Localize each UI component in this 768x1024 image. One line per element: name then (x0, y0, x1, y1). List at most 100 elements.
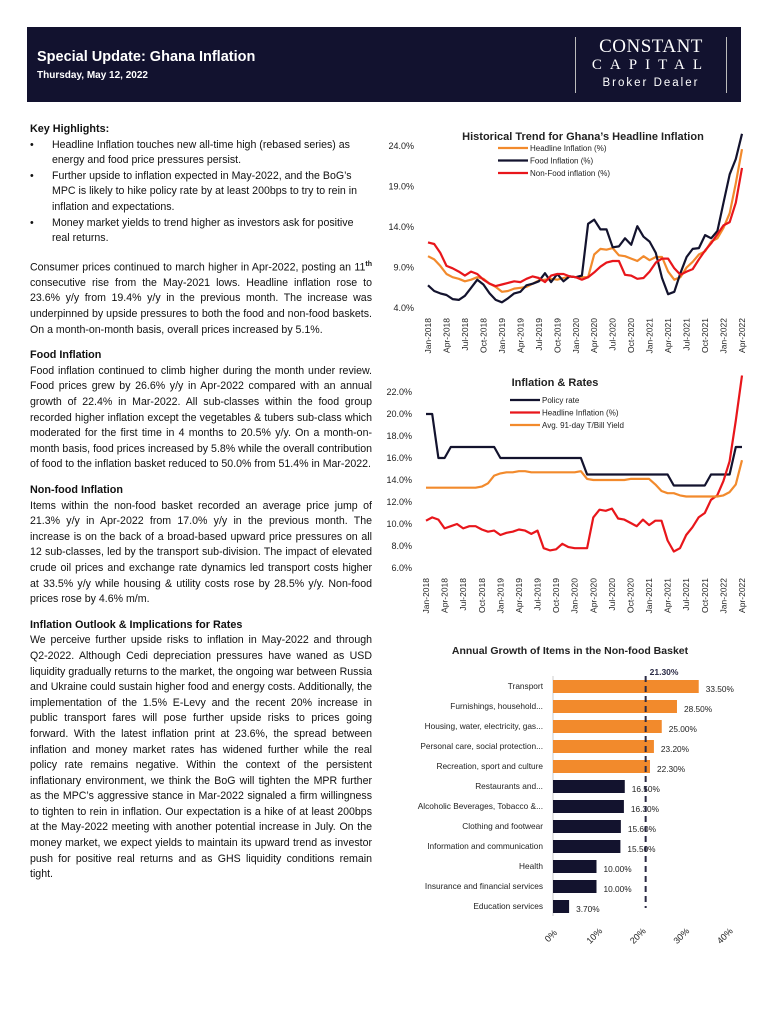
x-tick-label: Jan-2019 (495, 578, 505, 614)
chart-title: Annual Growth of Items in the Non-food B… (452, 645, 689, 657)
x-tick-label: Jan-2021 (644, 578, 654, 614)
y-tick-label: 9.0% (393, 263, 414, 273)
bar (553, 880, 597, 893)
value-label: 33.50% (706, 684, 735, 694)
value-label: 22.30% (657, 764, 686, 774)
report-title: Special Update: Ghana Inflation (37, 49, 256, 65)
nonfood-paragraph: Items within the non-food basket recorde… (30, 499, 372, 606)
x-tick-label: Apr-2021 (663, 578, 673, 613)
category-label: Transport (508, 681, 544, 691)
bar (553, 720, 662, 733)
x-tick-label: Jul-2018 (458, 578, 468, 611)
series-line (426, 459, 744, 498)
bar (553, 860, 597, 873)
x-tick-label: Jan-2020 (570, 578, 580, 614)
y-tick-label: 14.0% (388, 222, 414, 232)
category-label: Furnishings, household... (450, 701, 543, 711)
highlight-item: Money market yields to trend higher as i… (30, 216, 372, 247)
category-label: Recreation, sport and culture (436, 761, 543, 771)
intro-text-2: consecutive rise from the May-2021 lows.… (30, 276, 372, 336)
inflation-rates-chart: Inflation & Rates 6.0% 8.0% 10.0% 12.0% 14.0%… (386, 375, 747, 614)
legend-label: Policy rate (542, 396, 580, 405)
series-line (425, 375, 744, 553)
series-line (427, 167, 744, 288)
legend-label: Food Inflation (%) (530, 157, 593, 166)
x-tick-label: 0% (543, 928, 559, 944)
x-tick-label: Jan-2020 (571, 318, 581, 354)
y-tick-label: 16.0% (386, 453, 412, 463)
x-tick-label: Oct-2019 (552, 318, 562, 353)
y-tick-label: 10.0% (386, 519, 412, 529)
x-tick-label: Jul-2019 (533, 578, 543, 611)
category-label: Information and communication (427, 841, 543, 851)
x-tick-label: Jan-2022 (719, 318, 729, 354)
category-label: Restaurants and... (475, 781, 543, 791)
intro-text: Consumer prices continued to march highe… (30, 261, 366, 274)
x-tick-label: Apr-2019 (515, 318, 525, 353)
y-tick-label: 4.0% (393, 303, 414, 313)
header-banner: Special Update: Ghana Inflation Thursday… (27, 27, 741, 102)
y-tick-label: 6.0% (391, 563, 412, 573)
intro-paragraph: Consumer prices continued to march highe… (30, 257, 372, 339)
value-label: 10.00% (604, 884, 633, 894)
chart-title: Historical Trend for Ghana’s Headline In… (462, 131, 704, 143)
value-label: 15.60% (628, 824, 657, 834)
category-label: Clothing and footwear (462, 821, 543, 831)
value-label: 28.50% (684, 704, 713, 714)
nonfood-heading: Non-food Inflation (30, 484, 123, 496)
y-tick-label: 12.0% (386, 497, 412, 507)
x-tick-label: Apr-2018 (441, 318, 451, 353)
bar (553, 680, 699, 693)
company-logo: CONSTANT CAPITAL Broker Dealer (575, 37, 727, 93)
series-line (427, 133, 744, 304)
value-label: 3.70% (576, 904, 600, 914)
category-label: Health (519, 861, 543, 871)
reference-label: 21.30% (650, 667, 679, 677)
x-tick-label: Apr-2020 (588, 578, 598, 613)
x-tick-label: Jul-2021 (681, 578, 691, 611)
x-tick-label: Jan-2021 (645, 318, 655, 354)
x-tick-label: Jan-2018 (421, 578, 431, 614)
logo-line3: Broker Dealer (602, 77, 700, 89)
value-label: 23.20% (661, 744, 690, 754)
food-paragraph: Food inflation continued to climb higher… (30, 364, 372, 471)
category-label: Alcoholic Beverages, Tobacco &... (418, 801, 543, 811)
x-tick-label: Jul-2021 (682, 318, 692, 351)
category-label: Insurance and financial services (425, 881, 543, 891)
x-tick-label: Oct-2020 (625, 578, 635, 613)
bar (553, 780, 625, 793)
highlight-item: Headline Inflation touches new all-time … (30, 138, 372, 169)
bar (553, 900, 570, 913)
x-tick-label: Apr-2022 (737, 318, 747, 353)
x-tick-label: Jul-2020 (608, 318, 618, 351)
value-label: 15.50% (627, 844, 656, 854)
value-label: 25.00% (669, 724, 698, 734)
category-label: Personal care, social protection... (420, 741, 543, 751)
chart-title: Inflation & Rates (512, 377, 599, 389)
headline-inflation-chart: Historical Trend for Ghana’s Headline In… (388, 131, 747, 354)
value-label: 10.00% (604, 864, 633, 874)
x-tick-label: Oct-2018 (477, 578, 487, 613)
nonfood-growth-chart: Annual Growth of Items in the Non-food B… (418, 645, 735, 946)
logo-line2: CAPITAL (591, 57, 711, 73)
category-label: Education services (473, 901, 543, 911)
x-tick-label: 40% (715, 926, 735, 946)
logo-line1: CONSTANT (599, 36, 703, 57)
x-tick-label: Oct-2019 (551, 578, 561, 613)
bar (553, 700, 677, 713)
y-tick-label: 20.0% (386, 409, 412, 419)
legend-label: Headline Inflation (%) (530, 144, 607, 153)
legend-label: Headline Inflation (%) (542, 409, 619, 418)
x-tick-label: Oct-2018 (478, 318, 488, 353)
bar (553, 840, 621, 853)
y-tick-label: 14.0% (386, 475, 412, 485)
x-tick-label: Apr-2022 (737, 578, 747, 613)
text-column: Key Highlights: Headline Inflation touch… (30, 122, 372, 893)
x-tick-label: Apr-2020 (589, 318, 599, 353)
category-label: Housing, water, electricity, gas... (425, 721, 543, 731)
highlight-item: Further upside to inflation expected in … (30, 169, 372, 216)
x-tick-label: Apr-2019 (514, 578, 524, 613)
intro-sup: th (365, 260, 372, 268)
y-tick-label: 8.0% (391, 541, 412, 551)
